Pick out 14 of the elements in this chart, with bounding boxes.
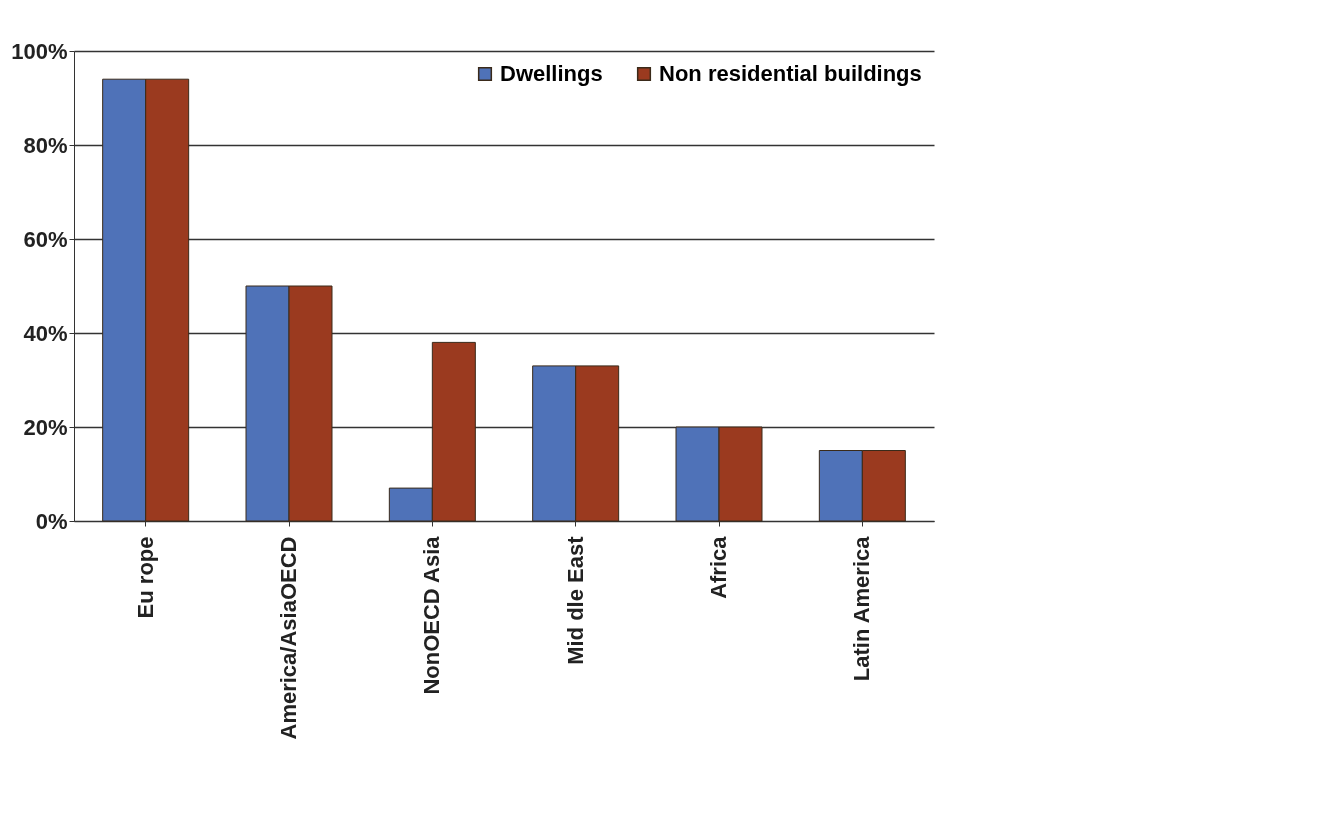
x-tick-label: Mid dle East	[562, 535, 588, 665]
y-tick-label: 80%	[23, 132, 68, 158]
x-tick-label: Africa	[706, 535, 731, 599]
y-tick-label: 60%	[23, 226, 68, 252]
y-tick-label: 100%	[11, 38, 68, 64]
y-tick-label: 0%	[35, 508, 68, 534]
legend-label: Non residential buildings	[659, 61, 922, 86]
x-tick-label: NonOECD Asia	[419, 535, 445, 695]
legend-label: Dwellings	[500, 61, 603, 86]
x-tick-label: Eu rope	[132, 536, 158, 619]
y-tick-label: 40%	[23, 320, 68, 346]
x-tick-label: America/AsiaOECD	[276, 536, 301, 740]
x-tick-label: Latin America	[849, 535, 875, 682]
y-tick-label: 20%	[23, 414, 68, 440]
